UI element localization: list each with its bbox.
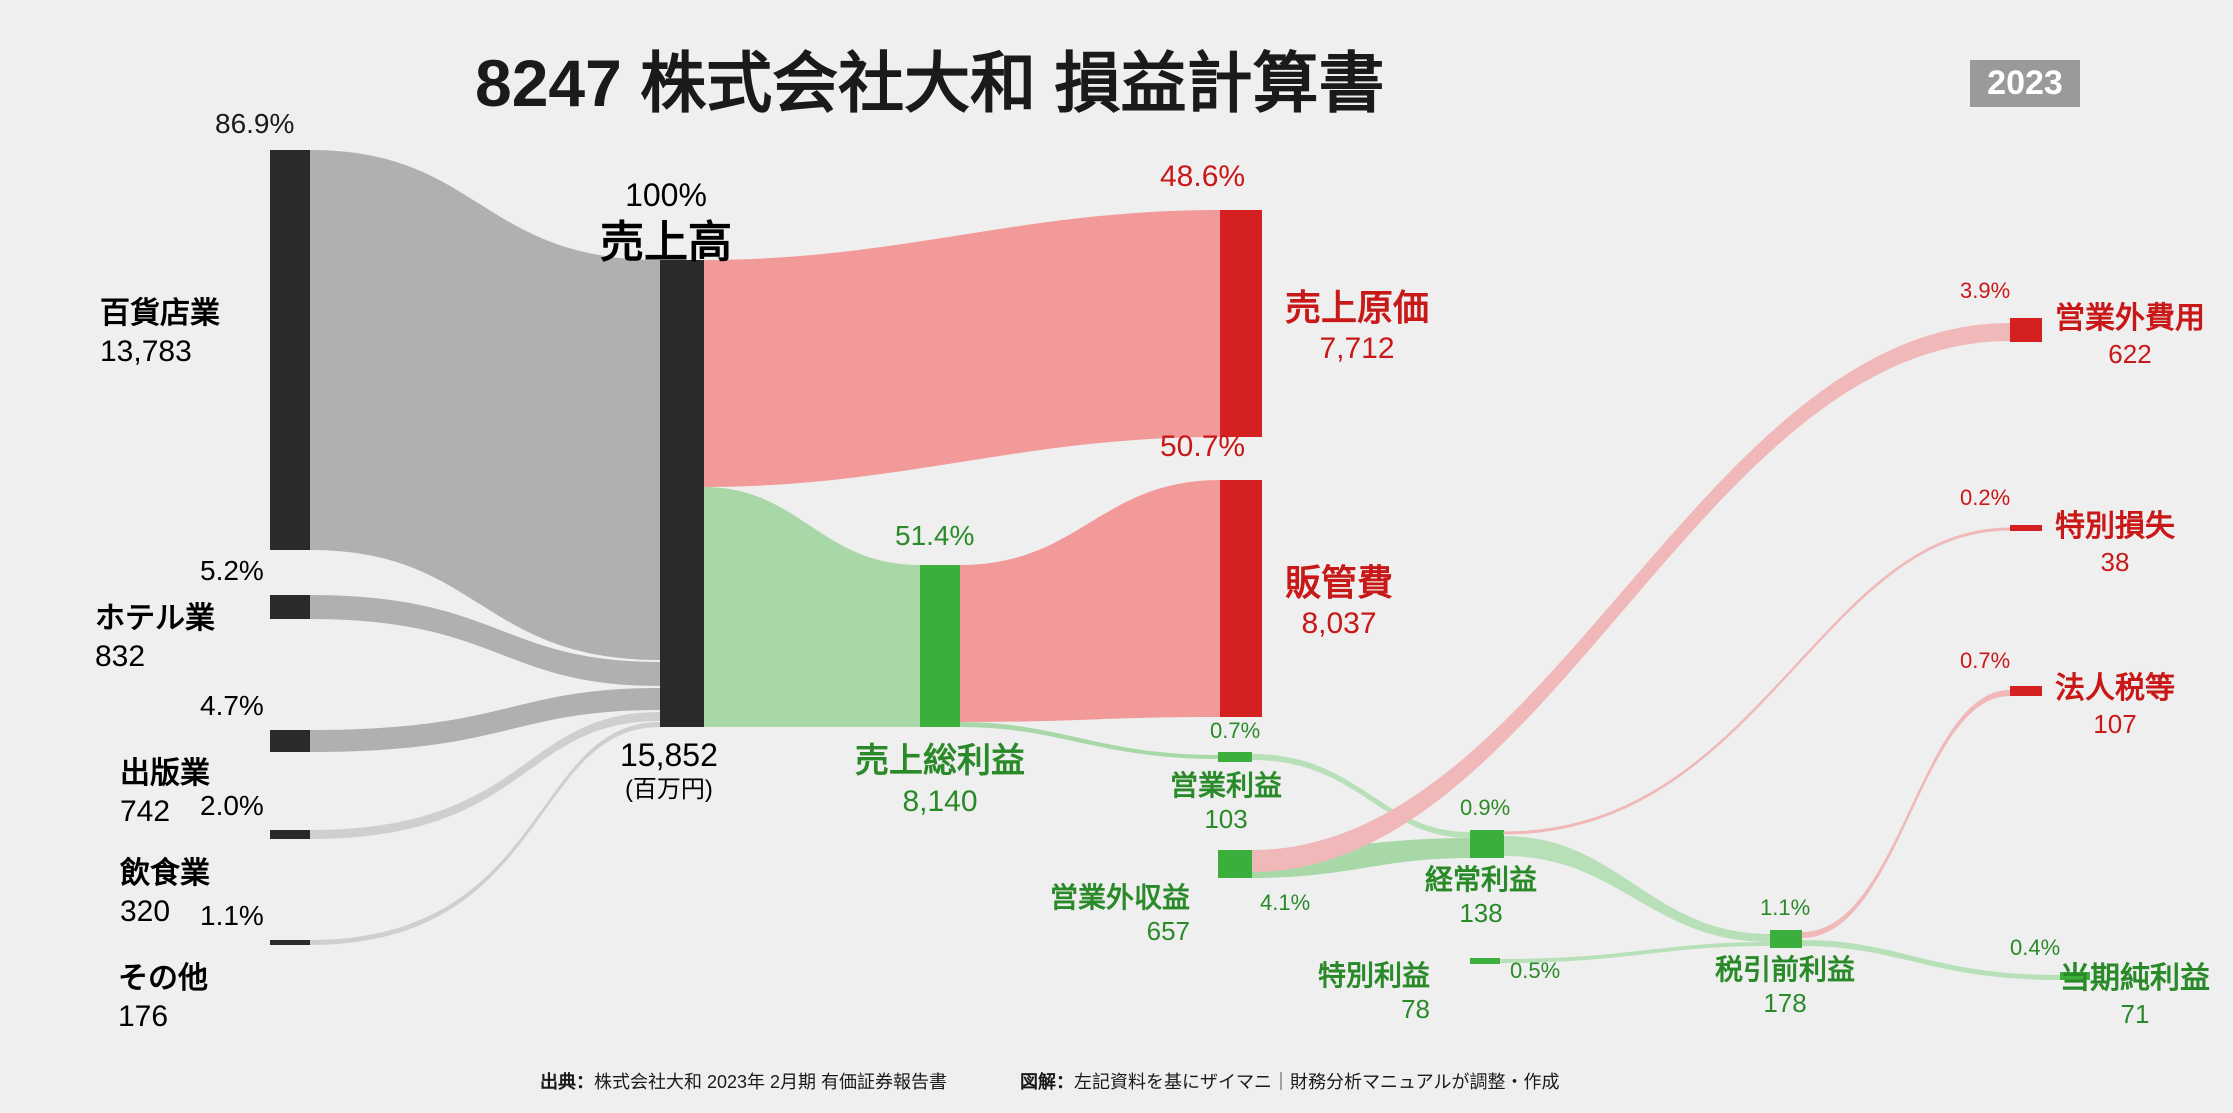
source-pct-0: 86.9% <box>215 108 294 140</box>
year-badge: 2023 <box>1970 60 2080 107</box>
nonopinc-label: 営業外収益 657 <box>1050 880 1190 948</box>
net-pct: 0.4% <box>2010 935 2060 961</box>
sga-label: 販管費 8,037 <box>1285 560 1393 643</box>
gross-label: 売上総利益 8,140 <box>855 740 1025 820</box>
extragain-pct: 0.5% <box>1510 958 1560 984</box>
ordinary-pct: 0.9% <box>1460 795 1510 821</box>
revenue-label: 100% 売上高 <box>600 175 732 270</box>
net-label: 当期純利益 71 <box>2060 960 2210 1030</box>
source-pct-2: 4.7% <box>200 690 264 722</box>
source-1: ホテル業 832 <box>95 600 215 675</box>
tax-label: 法人税等 107 <box>2055 670 2175 740</box>
nonopexp-label: 営業外費用 622 <box>2055 300 2205 370</box>
extraloss-label: 特別損失 38 <box>2055 508 2175 578</box>
opinc-pct: 0.7% <box>1210 718 1260 744</box>
chart-title: 8247 株式会社大和 損益計算書 <box>475 30 1385 126</box>
footer-source: 出典：株式会社大和 2023年 2月期 有価証券報告書 <box>540 1068 947 1094</box>
revenue-value: 15,852 (百万円) <box>620 735 718 805</box>
nonopexp-pct: 3.9% <box>1960 278 2010 304</box>
source-2: 出版業 742 <box>120 755 210 830</box>
gross-pct: 51.4% <box>895 520 974 552</box>
footer-credit: 図解：左記資料を基にザイマニ｜財務分析マニュアルが調整・作成 <box>1020 1068 1559 1094</box>
sga-pct: 50.7% <box>1160 430 1245 464</box>
pretax-pct: 1.1% <box>1760 895 1810 921</box>
nonopinc-pct: 4.1% <box>1260 890 1310 916</box>
cogs-pct: 48.6% <box>1160 160 1245 194</box>
tax-pct: 0.7% <box>1960 648 2010 674</box>
source-pct-1: 5.2% <box>200 555 264 587</box>
extraloss-pct: 0.2% <box>1960 485 2010 511</box>
source-pct-4: 1.1% <box>200 900 264 932</box>
source-pct-3: 2.0% <box>200 790 264 822</box>
pretax-label: 税引前利益 178 <box>1715 952 1855 1020</box>
ordinary-label: 経常利益 138 <box>1425 862 1537 930</box>
source-4: その他 176 <box>118 960 208 1035</box>
source-3: 飲食業 320 <box>120 855 210 930</box>
cogs-label: 売上原価 7,712 <box>1285 285 1429 368</box>
opinc-label: 営業利益 103 <box>1170 768 1282 836</box>
source-0: 百貨店業 13,783 <box>100 295 220 370</box>
extragain-label: 特別利益 78 <box>1318 958 1430 1026</box>
